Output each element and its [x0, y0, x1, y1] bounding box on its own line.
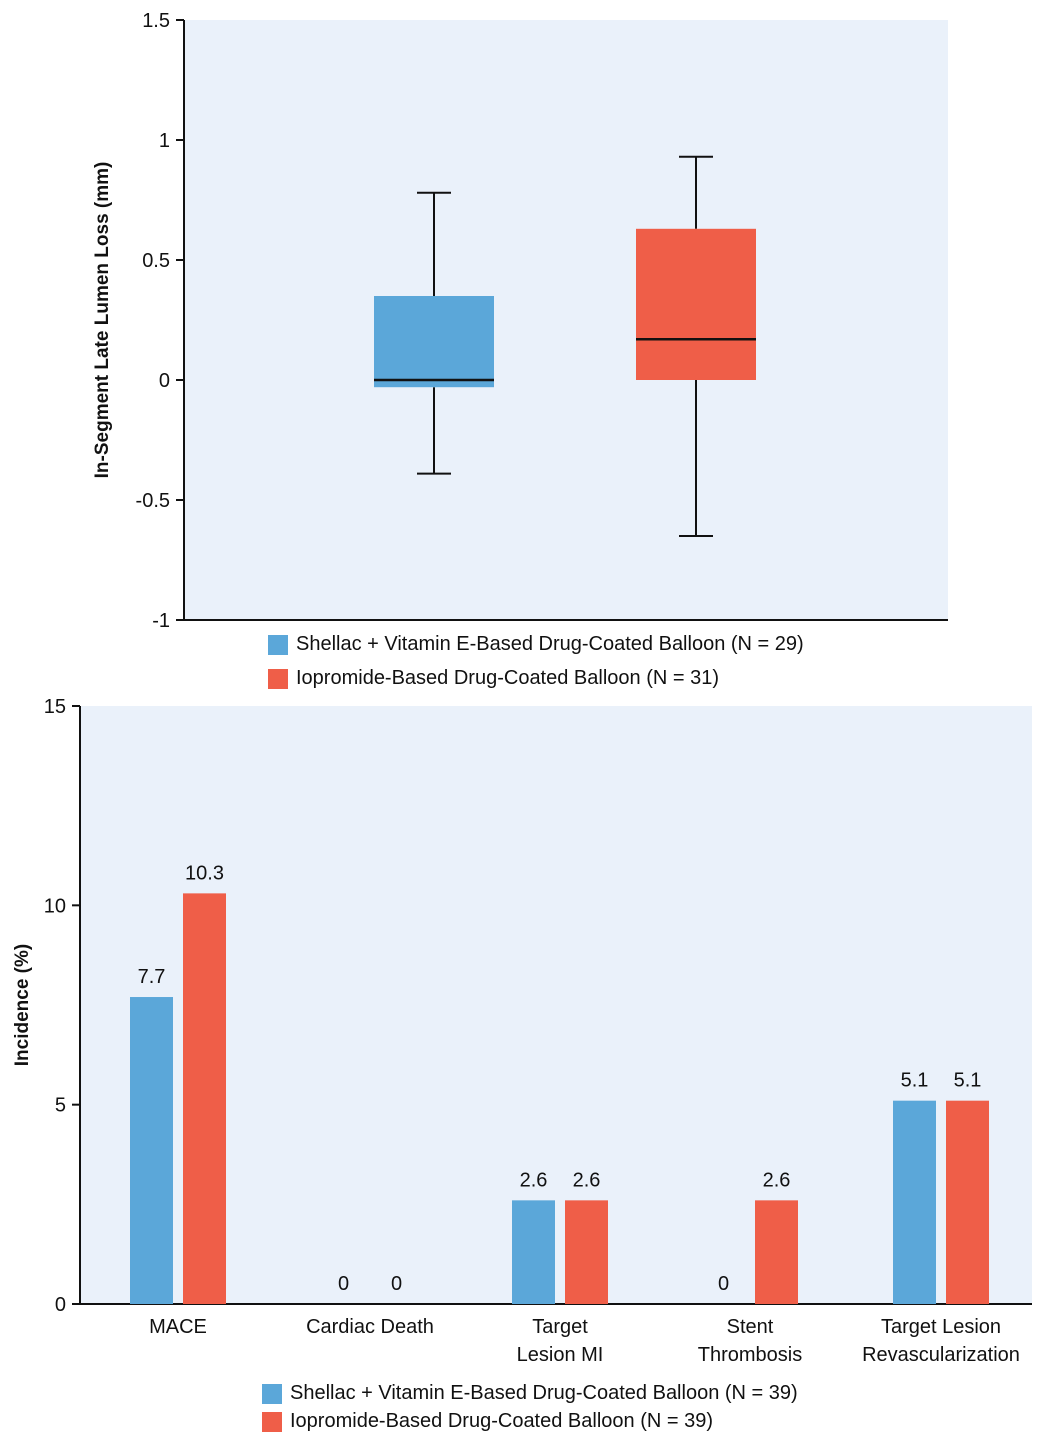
- bar-data-label: 5.1: [954, 1070, 982, 1092]
- bar-y-tick-label: 5: [55, 1095, 66, 1117]
- box-y-tick-label: 1: [159, 130, 170, 152]
- bar-1: [755, 1200, 798, 1304]
- box-y-tick-label: 0: [159, 370, 170, 392]
- bar-legend-item-iopromide: Iopromide-Based Drug-Coated Balloon (N =…: [262, 1410, 713, 1433]
- bar-y-tick-label: 10: [44, 895, 66, 917]
- box-plot-area: [184, 20, 948, 620]
- bar-1: [946, 1100, 989, 1304]
- box-legend-label-iopromide: Iopromide-Based Drug-Coated Balloon (N =…: [296, 667, 719, 689]
- bar-plot-area: [80, 706, 1032, 1304]
- bar-legend-label-iopromide: Iopromide-Based Drug-Coated Balloon (N =…: [290, 1410, 713, 1432]
- bar-category-label: Target: [532, 1316, 588, 1338]
- box-legend-label-shellac: Shellac + Vitamin E-Based Drug-Coated Ba…: [296, 633, 804, 655]
- incidence-bar-chart: 15 10 5 0 Incidence (%) MACE 7.7 10.3 Cardiac De…: [12, 696, 1032, 1366]
- bar-data-label: 2.6: [763, 1169, 791, 1191]
- box-legend-swatch-shellac: [268, 634, 288, 655]
- bar-y-tick-label: 15: [44, 696, 66, 718]
- bar-data-label: 0: [338, 1273, 349, 1295]
- bar-legend-item-shellac: Shellac + Vitamin E-Based Drug-Coated Ba…: [262, 1382, 798, 1405]
- bar-category-label: Thrombosis: [698, 1344, 802, 1366]
- bar-y-axis-title: Incidence (%): [12, 944, 33, 1066]
- box-legend-item-shellac: Shellac + Vitamin E-Based Drug-Coated Ba…: [268, 633, 804, 656]
- late-lumen-loss-box-chart: 1.5 1 0.5 0 -0.5 -1 In-Segment Late Lumen Loss…: [92, 10, 948, 632]
- box-y-axis-title: In-Segment Late Lumen Loss (mm): [92, 162, 113, 479]
- bar-1: [565, 1200, 608, 1304]
- bar-data-label: 0: [718, 1273, 729, 1295]
- box-iqr-0: [374, 296, 494, 388]
- box-iqr-1: [636, 228, 756, 380]
- bar-y-tick-label: 0: [55, 1294, 66, 1316]
- box-y-tick-label: -1: [152, 610, 170, 632]
- bar-data-label: 2.6: [520, 1169, 548, 1191]
- bar-category-label: MACE: [149, 1316, 207, 1338]
- bar-category-label: Stent: [727, 1316, 774, 1338]
- bar-data-label: 10.3: [185, 862, 224, 884]
- box-y-tick-label: 1.5: [142, 10, 170, 32]
- box-legend-swatch-iopromide: [268, 668, 288, 689]
- bar-0: [893, 1100, 936, 1304]
- box-y-tick-label: -0.5: [136, 490, 170, 512]
- bar-1: [183, 893, 226, 1304]
- bar-data-label: 2.6: [573, 1169, 601, 1191]
- box-y-tick-label: 0.5: [142, 250, 170, 272]
- box-legend-item-iopromide: Iopromide-Based Drug-Coated Balloon (N =…: [268, 667, 719, 690]
- bar-data-label: 7.7: [138, 966, 166, 988]
- bar-0: [130, 997, 173, 1304]
- bar-legend-swatch-iopromide: [262, 1411, 282, 1432]
- bar-category-label: Revascularization: [862, 1344, 1020, 1366]
- bar-category-label: Target Lesion: [881, 1316, 1001, 1338]
- bar-0: [512, 1200, 555, 1304]
- bar-legend-label-shellac: Shellac + Vitamin E-Based Drug-Coated Ba…: [290, 1382, 798, 1404]
- bar-data-label: 0: [391, 1273, 402, 1295]
- bar-category-label: Lesion MI: [517, 1344, 604, 1366]
- bar-legend-swatch-shellac: [262, 1383, 282, 1404]
- bar-data-label: 5.1: [901, 1070, 929, 1092]
- bar-category-label: Cardiac Death: [306, 1316, 434, 1338]
